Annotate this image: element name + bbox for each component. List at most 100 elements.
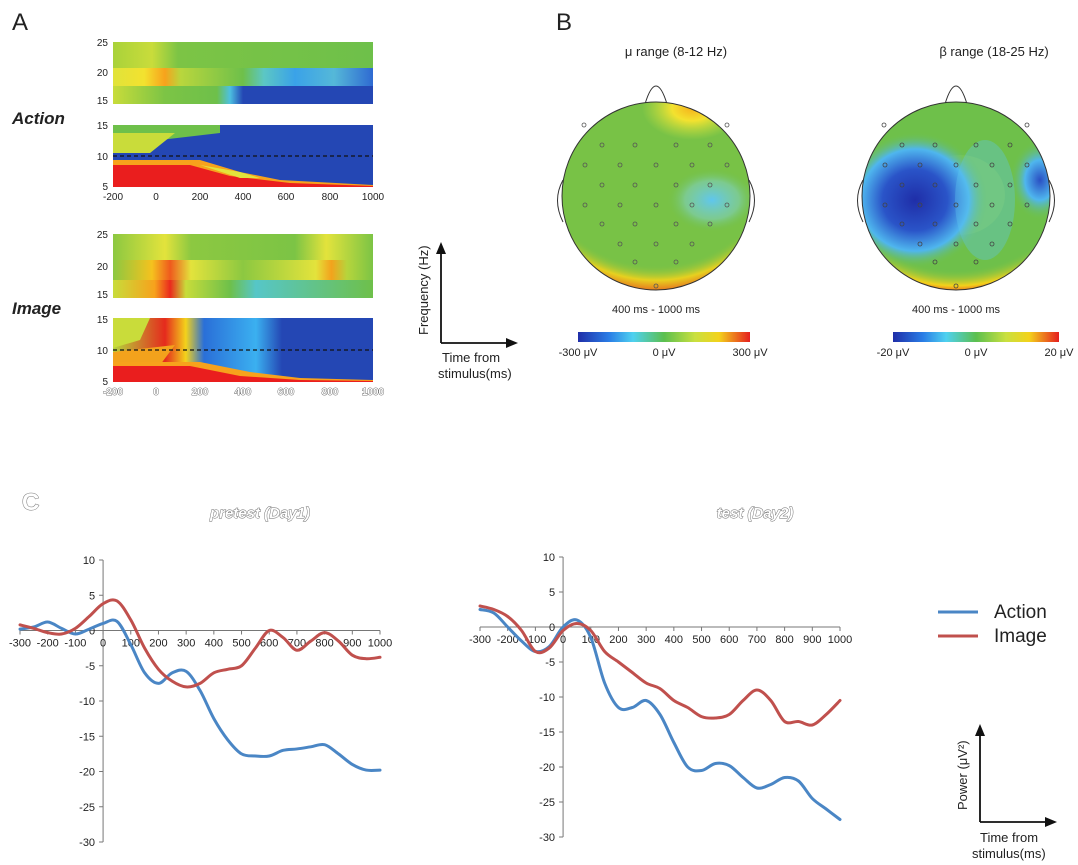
time-window-label: 400 ms - 1000 ms [912,304,1001,316]
x-tick-label: -300 [9,638,31,650]
y-tick-label: -15 [539,727,555,739]
x-tick-label: 1000 [368,638,392,650]
x-tick-label: 600 [720,634,738,646]
legend-label-action: Action [994,602,1047,623]
row-label-image: Image [12,299,61,318]
time-tick: 800 [322,192,339,203]
series-line-action [18,618,382,773]
x-tick-label: 500 [692,634,710,646]
y-tick-label: -30 [539,832,555,844]
time-tick: -200 [103,192,123,203]
y-tick-label: -25 [79,802,95,814]
action-heatmap: Action 25 20 15 15 10 5 -200 0 200 400 6… [11,38,385,203]
mu-tick: 10 [97,152,109,163]
beta-tick: 15 [97,96,109,107]
x-tick-label: 800 [315,638,333,650]
time-tick: 1000 [362,387,385,398]
time-tick: 0 [153,192,159,203]
topomap-title: μ range (8-12 Hz) [625,44,727,59]
mu-tick: 15 [97,121,109,132]
time-axis-label-line1: Time from [980,830,1038,845]
time-tick: 400 [235,192,252,203]
y-tick-label: -5 [545,657,555,669]
beta-tick: 20 [97,262,109,273]
x-tick-label: -200 [37,638,59,650]
time-tick: 200 [192,192,209,203]
legend: Action Image [938,602,1047,647]
time-tick: 0 [153,387,159,398]
x-tick-label: 400 [205,638,223,650]
x-tick-label: -100 [64,638,86,650]
beta-tick: 25 [97,38,109,49]
frequency-axis-label: Frequency (Hz) [416,245,431,335]
series-line-image [18,598,382,689]
time-tick: 400 [235,387,252,398]
beta-tick: 20 [97,68,109,79]
y-tick-label: 10 [83,555,95,567]
power-time-axis-key: Power (μV²) Time from stimulus(ms) [955,724,1057,861]
x-tick-label: -300 [469,634,491,646]
time-tick: 1000 [362,192,385,203]
y-tick-label: -20 [79,767,95,779]
image-heatmap: Image 25 20 15 15 10 5 -200 0 200 400 60… [12,230,385,398]
y-tick-label: -10 [79,696,95,708]
scale-max-label: 20 μV [1045,347,1075,359]
time-axis-label-line1: Time from [442,350,500,365]
chart-title-test: test (Day2) [717,505,794,522]
mu-topomap: μ range (8-12 Hz) 400 ms - 1000 ms -300 … [557,44,768,359]
y-tick-label: -30 [79,837,95,849]
row-label-action: Action [11,109,65,128]
legend-label-image: Image [994,626,1047,647]
scale-mid-label: 0 μV [965,347,989,359]
time-tick: 200 [192,387,209,398]
topomap-title: β range (18-25 Hz) [939,44,1048,59]
x-tick-label: 900 [343,638,361,650]
x-tick-label: 200 [149,638,167,650]
y-tick-label: -25 [539,797,555,809]
mu-tick: 5 [102,182,108,193]
x-tick-label: 0 [560,634,566,646]
x-tick-label: 800 [775,634,793,646]
x-tick-label: 400 [665,634,683,646]
y-tick-label: 0 [549,622,555,634]
scale-min-label: -20 μV [877,347,910,359]
x-tick-label: 1000 [828,634,852,646]
y-tick-label: 0 [89,626,95,638]
x-tick-label: 200 [609,634,627,646]
y-tick-label: 5 [89,590,95,602]
y-tick-label: 10 [543,552,555,564]
time-tick: -200 [103,387,123,398]
series-line-image [478,604,842,727]
power-axis-label: Power (μV²) [955,740,970,810]
y-tick-label: -20 [539,762,555,774]
beta-tick: 25 [97,230,109,241]
chart-title-pretest: pretest (Day1) [209,505,310,522]
x-tick-label: 0 [100,638,106,650]
time-window-label: 400 ms - 1000 ms [612,304,701,316]
beta-tick: 15 [97,290,109,301]
beta-topomap: β range (18-25 Hz) 400 ms - 1000 ms -20 … [857,44,1075,359]
x-tick-label: -200 [497,634,519,646]
y-tick-label: 5 [549,587,555,599]
y-tick-label: -5 [85,661,95,673]
x-tick-label: 600 [260,638,278,650]
mu-tick: 5 [102,377,108,388]
y-tick-label: -15 [79,731,95,743]
panel-label-c: C [22,489,39,516]
mu-tick: 15 [97,315,109,326]
x-tick-label: 500 [232,638,250,650]
y-tick-label: -10 [539,692,555,704]
time-tick: 600 [278,387,295,398]
mu-tick: 10 [97,346,109,357]
time-tick: 800 [322,387,339,398]
x-tick-label: 300 [637,634,655,646]
x-tick-label: 700 [748,634,766,646]
panel-label-a: A [12,9,28,36]
time-axis-label-line2: stimulus(ms) [972,846,1046,861]
scale-min-label: -300 μV [559,347,598,359]
x-tick-label: 300 [177,638,195,650]
scale-mid-label: 0 μV [653,347,677,359]
panel-label-b: B [556,9,572,36]
